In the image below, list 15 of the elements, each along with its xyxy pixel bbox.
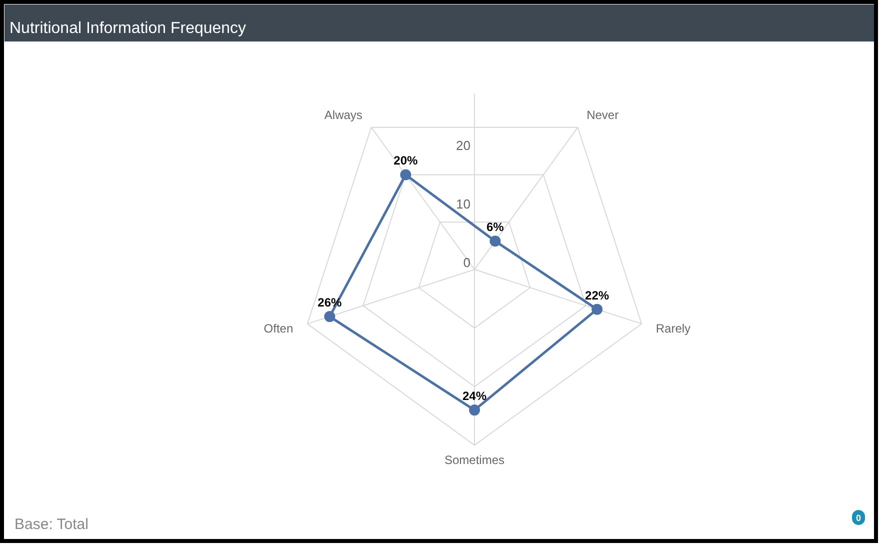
text: Nutritional Information Frequency — [10, 20, 246, 37]
text: Base: Total — [14, 516, 88, 533]
data-label: 20% — [394, 154, 418, 168]
y-tick-label: 10 — [456, 196, 471, 212]
spoke-label: Sometimes — [444, 453, 505, 468]
spoke-label: Often — [264, 321, 294, 336]
spoke-label: Rarely — [656, 321, 691, 336]
spoke-label: Never — [586, 108, 619, 122]
y-tick-label: 0 — [463, 255, 471, 270]
data-label: 24% — [462, 389, 487, 404]
data-label: 6% — [486, 220, 504, 234]
y-tick-label: 20 — [456, 138, 471, 153]
data-label: 22% — [585, 288, 610, 302]
spoke-label: Always — [324, 108, 362, 122]
text: 0 — [856, 513, 862, 523]
